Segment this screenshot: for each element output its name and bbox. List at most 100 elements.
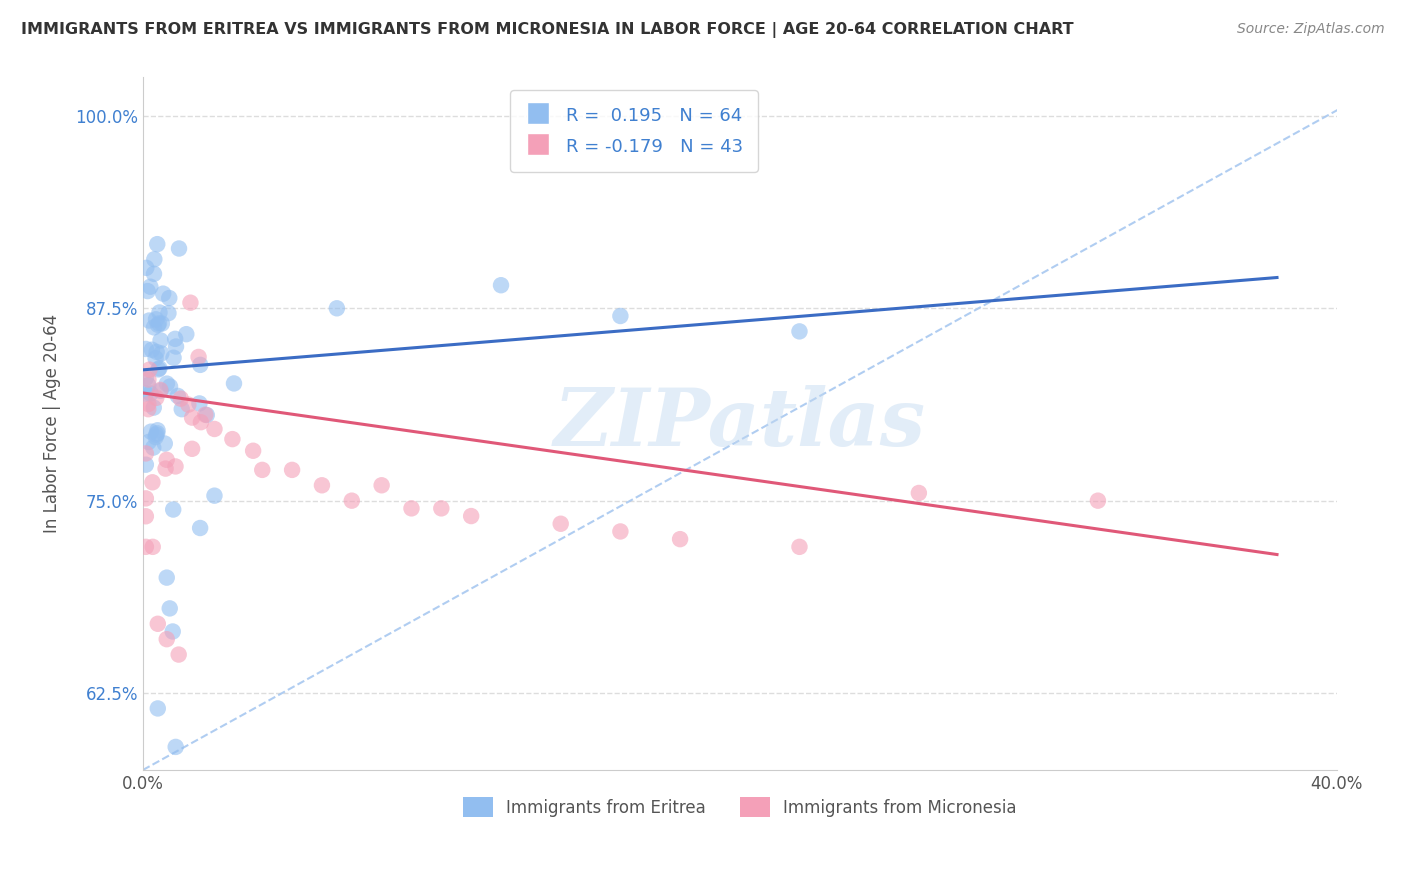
Point — [136, 402, 159, 417]
Text: ZIPatlas: ZIPatlas — [554, 385, 925, 462]
Point — [181, 442, 204, 456]
Point — [242, 443, 264, 458]
Point — [159, 601, 181, 615]
Point — [156, 376, 179, 391]
Point — [139, 279, 162, 293]
Point — [181, 410, 204, 425]
Point — [221, 432, 243, 446]
Point — [146, 318, 169, 332]
Point — [162, 502, 184, 516]
Point — [145, 391, 167, 405]
Point — [139, 386, 162, 401]
Point — [149, 384, 172, 398]
Point — [141, 343, 163, 357]
Point — [156, 452, 179, 467]
Point — [152, 286, 174, 301]
Point — [135, 540, 157, 554]
Text: IMMIGRANTS FROM ERITREA VS IMMIGRANTS FROM MICRONESIA IN LABOR FORCE | AGE 20-64: IMMIGRANTS FROM ERITREA VS IMMIGRANTS FR… — [21, 22, 1074, 38]
Point — [401, 501, 423, 516]
Point — [156, 632, 179, 647]
Point — [136, 284, 159, 298]
Point — [142, 441, 165, 455]
Point — [222, 376, 245, 391]
Point — [135, 342, 157, 356]
Y-axis label: In Labor Force | Age 20-64: In Labor Force | Age 20-64 — [44, 314, 60, 533]
Point — [179, 295, 201, 310]
Point — [190, 415, 212, 429]
Point — [609, 309, 631, 323]
Point — [135, 458, 157, 472]
Point — [146, 426, 169, 441]
Point — [148, 305, 170, 319]
Point — [138, 397, 160, 411]
Point — [146, 701, 169, 715]
Point — [141, 475, 163, 490]
Point — [167, 242, 190, 256]
Point — [252, 463, 274, 477]
Point — [150, 346, 173, 360]
Point — [138, 373, 160, 387]
Point — [166, 389, 188, 403]
Point — [146, 616, 169, 631]
Point — [167, 648, 190, 662]
Point — [135, 509, 157, 524]
Text: Source: ZipAtlas.com: Source: ZipAtlas.com — [1237, 22, 1385, 37]
Point — [148, 362, 170, 376]
Point — [789, 540, 811, 554]
Point — [430, 501, 453, 516]
Point — [142, 401, 165, 415]
Point — [162, 624, 184, 639]
Point — [159, 379, 181, 393]
Point — [326, 301, 349, 316]
Legend: Immigrants from Eritrea, Immigrants from Micronesia: Immigrants from Eritrea, Immigrants from… — [457, 790, 1024, 824]
Point — [135, 386, 157, 401]
Point — [311, 478, 333, 492]
Point — [157, 291, 180, 305]
Point — [165, 459, 187, 474]
Point — [156, 571, 179, 585]
Point — [146, 423, 169, 437]
Point — [135, 371, 157, 385]
Point — [153, 436, 176, 450]
Point — [204, 489, 226, 503]
Point — [195, 408, 218, 422]
Point — [148, 317, 170, 331]
Point — [138, 313, 160, 327]
Point — [155, 461, 177, 475]
Point — [138, 378, 160, 392]
Point — [340, 493, 363, 508]
Point — [146, 237, 169, 252]
Point — [145, 427, 167, 442]
Point — [177, 398, 200, 412]
Point — [489, 278, 512, 293]
Point — [187, 350, 209, 364]
Point — [149, 383, 172, 397]
Point — [188, 396, 211, 410]
Point — [165, 332, 187, 346]
Point — [145, 430, 167, 444]
Point — [135, 260, 157, 275]
Point — [145, 345, 167, 359]
Point — [204, 422, 226, 436]
Point — [139, 425, 162, 439]
Point — [188, 521, 211, 535]
Point — [194, 408, 217, 422]
Point — [143, 267, 166, 281]
Point — [142, 320, 165, 334]
Point — [138, 435, 160, 450]
Point — [165, 739, 187, 754]
Point — [145, 351, 167, 366]
Point — [789, 324, 811, 338]
Point — [1087, 493, 1109, 508]
Point — [170, 392, 193, 406]
Point — [135, 446, 157, 460]
Point — [143, 252, 166, 267]
Point — [370, 478, 392, 492]
Point — [150, 317, 173, 331]
Point — [135, 491, 157, 506]
Point — [170, 402, 193, 417]
Point — [609, 524, 631, 539]
Point — [145, 312, 167, 326]
Point — [149, 334, 172, 348]
Point — [908, 486, 931, 500]
